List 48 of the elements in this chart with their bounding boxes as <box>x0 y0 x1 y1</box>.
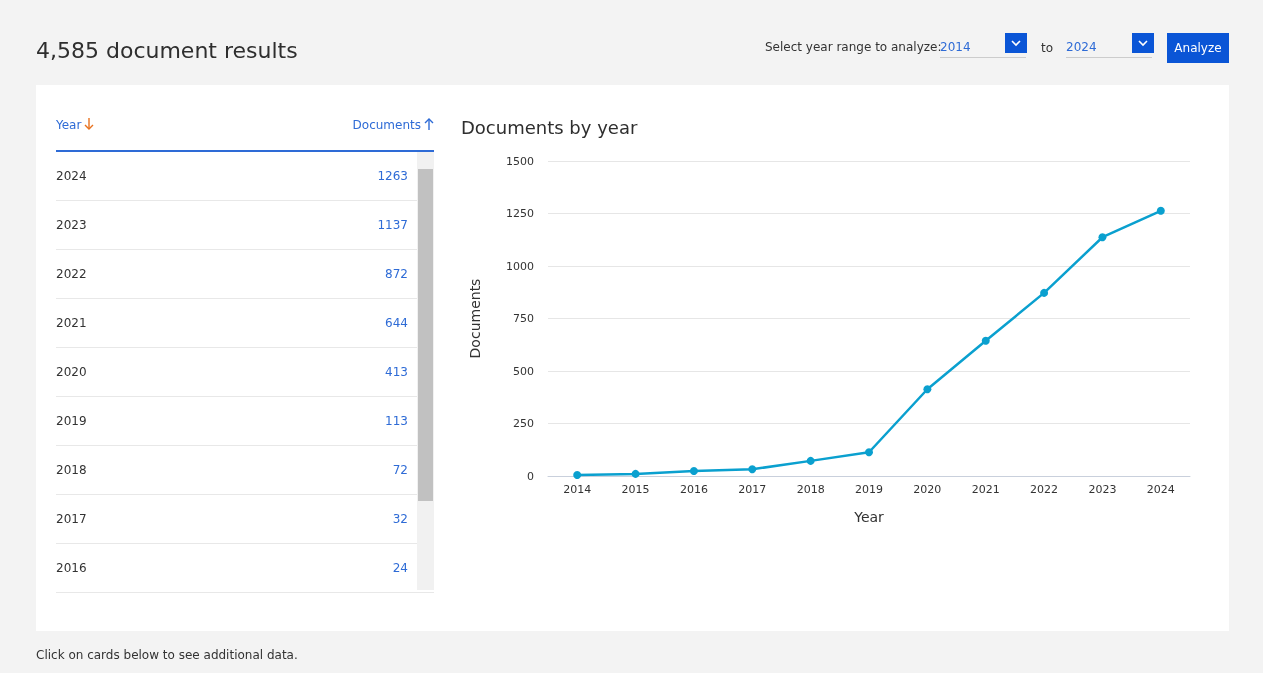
x-tick-label: 2019 <box>855 483 883 496</box>
text: Documents <box>352 118 421 132</box>
category-label: 2021 <box>56 316 87 330</box>
text: 4,585 document results <box>36 38 298 63</box>
category-label: 2019 <box>56 414 87 428</box>
text: to <box>1041 41 1054 55</box>
text: 72 <box>392 463 408 477</box>
x-tick-label: 2022 <box>1030 483 1059 496</box>
category-label: 2018 <box>56 463 87 477</box>
text: Year <box>56 118 82 132</box>
text: 872 <box>385 267 408 281</box>
x-tick-label: 2016 <box>679 483 708 496</box>
y-tick-label: 1000 <box>506 259 534 273</box>
y-tick-label: 1250 <box>506 207 534 220</box>
y-tick-label: 250 <box>513 417 534 430</box>
x-tick-label: 2018 <box>796 483 825 496</box>
category-label: 2020 <box>56 365 87 379</box>
chart-title: Documents by year <box>461 116 638 138</box>
x-tick-label: 2020 <box>913 483 942 496</box>
category-label: 2016 <box>56 561 87 575</box>
y-tick-label: 0 <box>527 469 534 483</box>
text: 413 <box>385 365 408 379</box>
category-label: 2023 <box>56 218 87 232</box>
y-tick-label: 750 <box>513 312 534 325</box>
text: 644 <box>385 316 408 330</box>
x-tick-label: 2023 <box>1088 483 1117 496</box>
category-label: 2017 <box>56 512 87 526</box>
x-tick-label: 2017 <box>738 483 767 496</box>
y-tick-label: 1500 <box>506 154 534 168</box>
text: 1263 <box>377 169 408 183</box>
category-label: 2024 <box>56 169 87 183</box>
text: 32 <box>392 512 408 526</box>
text: 1137 <box>377 218 408 232</box>
category-label: 2022 <box>56 267 87 281</box>
text: 2024 <box>1066 40 1152 58</box>
x-axis-title: Year <box>853 509 885 525</box>
text: 24 <box>392 561 408 575</box>
y-axis-title: Documents <box>467 278 483 359</box>
text: Click on cards below to see additional data. <box>36 648 298 662</box>
text: 2014 <box>940 40 1026 58</box>
x-tick-label: 2024 <box>1146 483 1175 496</box>
x-tick-label: 2015 <box>621 483 650 496</box>
text: Analyze <box>1167 33 1229 63</box>
x-tick-label: 2014 <box>563 483 592 496</box>
x-tick-label: 2021 <box>971 483 1000 496</box>
text: 113 <box>385 414 408 428</box>
y-tick-label: 500 <box>513 364 534 378</box>
text: Select year range to analyze: <box>765 40 942 54</box>
